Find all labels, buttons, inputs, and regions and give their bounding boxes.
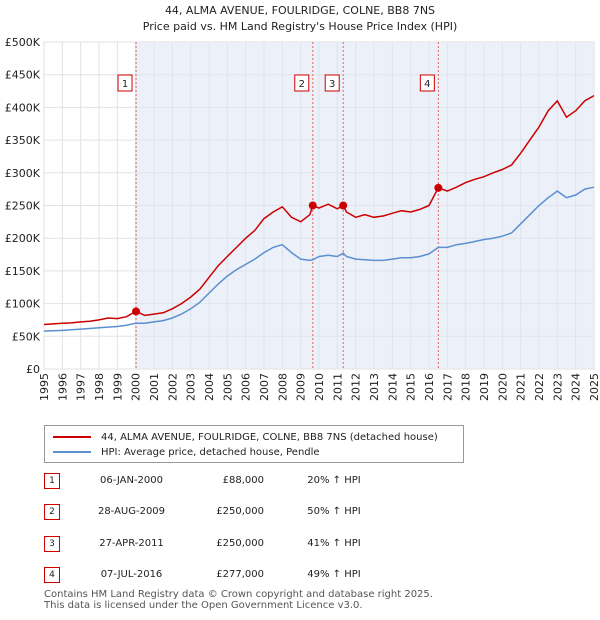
x-tick-label: 2001: [148, 373, 161, 401]
y-tick-label: £0: [26, 363, 40, 376]
sale-label-box: [324, 74, 340, 92]
sale-label: 4: [424, 79, 430, 90]
sale-point: [308, 201, 317, 210]
transaction-date: 06-JAN-2000: [99, 475, 164, 486]
table-row: 4 07-JUL-2016 £277,000 49% ↑ HPI: [44, 567, 444, 583]
transaction-hpi: 20% ↑ HPI: [307, 475, 361, 486]
y-tick-label: £200K: [5, 232, 41, 245]
sale-period-shade: [312, 42, 344, 369]
x-tick-label: 2016: [423, 373, 436, 401]
x-tick-label: 2007: [258, 373, 271, 401]
y-tick-label: £400K: [5, 101, 41, 114]
transaction-hpi: 41% ↑ HPI: [307, 538, 361, 549]
footer-licence: This data is licensed under the Open Gov…: [44, 600, 363, 611]
x-tick-label: 2012: [350, 373, 363, 401]
sale-point: [132, 307, 141, 316]
x-tick-label: 2017: [441, 373, 454, 401]
legend-item-property: 44, ALMA AVENUE, FOULRIDGE, COLNE, BB8 7…: [53, 430, 438, 444]
x-tick-label: 2003: [185, 373, 198, 401]
x-tick-label: 2004: [203, 373, 216, 401]
sale-label-box: [419, 74, 435, 92]
y-tick-label: £250K: [5, 200, 41, 213]
series-line: [43, 186, 595, 332]
x-tick-label: 2025: [588, 373, 600, 401]
x-tick-label: 2005: [221, 373, 234, 401]
x-tick-label: 1999: [111, 373, 124, 401]
y-tick-label: £300K: [5, 167, 41, 180]
x-tick-label: 2011: [331, 373, 344, 401]
transaction-number: 1: [44, 473, 60, 489]
table-row: 1 06-JAN-2000 £88,000 20% ↑ HPI: [44, 473, 444, 489]
chart-title: 44, ALMA AVENUE, FOULRIDGE, COLNE, BB8 7…: [165, 4, 435, 17]
y-tick-label: £150K: [5, 265, 41, 278]
sale-label-box: [294, 74, 310, 92]
sale-period-shade: [438, 42, 594, 369]
sale-label: 2: [299, 79, 305, 90]
x-tick-label: 2021: [515, 373, 528, 401]
legend-swatch-hpi: [53, 451, 91, 453]
sale-point: [339, 201, 348, 210]
x-tick-label: 1996: [56, 373, 69, 401]
transaction-price: £88,000: [222, 475, 264, 486]
x-tick-label: 2020: [496, 373, 509, 401]
y-tick-label: £50K: [12, 330, 41, 343]
x-tick-label: 2013: [368, 373, 381, 401]
sale-period-shade: [343, 42, 439, 369]
sale-point: [434, 183, 443, 192]
transaction-number: 3: [44, 536, 60, 552]
x-tick-label: 1995: [38, 373, 51, 401]
legend-swatch-property: [53, 436, 91, 438]
transaction-date: 28-AUG-2009: [97, 506, 166, 517]
sale-label: 3: [329, 79, 335, 90]
price-chart: 44, ALMA AVENUE, FOULRIDGE, COLNE, BB8 7…: [5, 4, 600, 401]
legend-label-hpi: HPI: Average price, detached house, Pend…: [101, 446, 320, 458]
legend-label-property: 44, ALMA AVENUE, FOULRIDGE, COLNE, BB8 7…: [101, 431, 438, 443]
y-tick-label: £100K: [5, 298, 41, 311]
x-tick-label: 2002: [166, 373, 179, 401]
transaction-number: 4: [44, 567, 60, 583]
y-tick-label: £500K: [5, 36, 41, 49]
x-tick-label: 2008: [276, 373, 289, 401]
x-tick-label: 2009: [295, 373, 308, 401]
x-tick-label: 2022: [533, 373, 546, 401]
y-tick-label: £450K: [5, 69, 41, 82]
x-tick-label: 2006: [240, 373, 253, 401]
transaction-date: 27-APR-2011: [99, 538, 164, 549]
x-tick-label: 2015: [405, 373, 418, 401]
legend: 44, ALMA AVENUE, FOULRIDGE, COLNE, BB8 7…: [44, 425, 464, 463]
x-tick-label: 2014: [386, 373, 399, 401]
transaction-number: 2: [44, 504, 60, 520]
x-tick-label: 2024: [570, 373, 583, 401]
x-tick-label: 2018: [460, 373, 473, 401]
footer-copyright: Contains HM Land Registry data © Crown c…: [44, 589, 433, 600]
x-tick-label: 2019: [478, 373, 491, 401]
x-tick-label: 2010: [313, 373, 326, 401]
sale-markers: 1 2 3 4: [117, 74, 443, 316]
sale-period-shade: [136, 42, 313, 369]
table-row: 2 28-AUG-2009 £250,000 50% ↑ HPI: [44, 504, 444, 520]
transaction-date: 07-JUL-2016: [100, 569, 163, 580]
x-tick-label: 1998: [93, 373, 106, 401]
table-row: 3 27-APR-2011 £250,000 41% ↑ HPI: [44, 536, 444, 552]
transaction-hpi: 50% ↑ HPI: [307, 506, 361, 517]
transaction-price: £277,000: [216, 569, 264, 580]
y-tick-label: £350K: [5, 134, 41, 147]
x-tick-label: 2000: [130, 373, 143, 401]
sale-label-box: [117, 74, 133, 92]
sale-label: 1: [122, 79, 128, 90]
chart-subtitle: Price paid vs. HM Land Registry's House …: [143, 20, 458, 33]
x-axis: 1995 1996 1997 1998 1999 2000 2001 2002 2003 2004…: [38, 373, 600, 401]
transaction-price: £250,000: [216, 506, 264, 517]
transaction-price: £250,000: [216, 538, 264, 549]
x-tick-label: 2023: [551, 373, 564, 401]
sale-shading: [135, 42, 594, 369]
x-tick-label: 1997: [75, 373, 88, 401]
transaction-hpi: 49% ↑ HPI: [307, 569, 361, 580]
footer: Contains HM Land Registry data © Crown c…: [44, 589, 433, 611]
legend-item-hpi: HPI: Average price, detached house, Pend…: [53, 445, 320, 459]
y-axis: £0 £50K £100K £150K £200K £250K £300K £350K £400…: [5, 36, 41, 376]
